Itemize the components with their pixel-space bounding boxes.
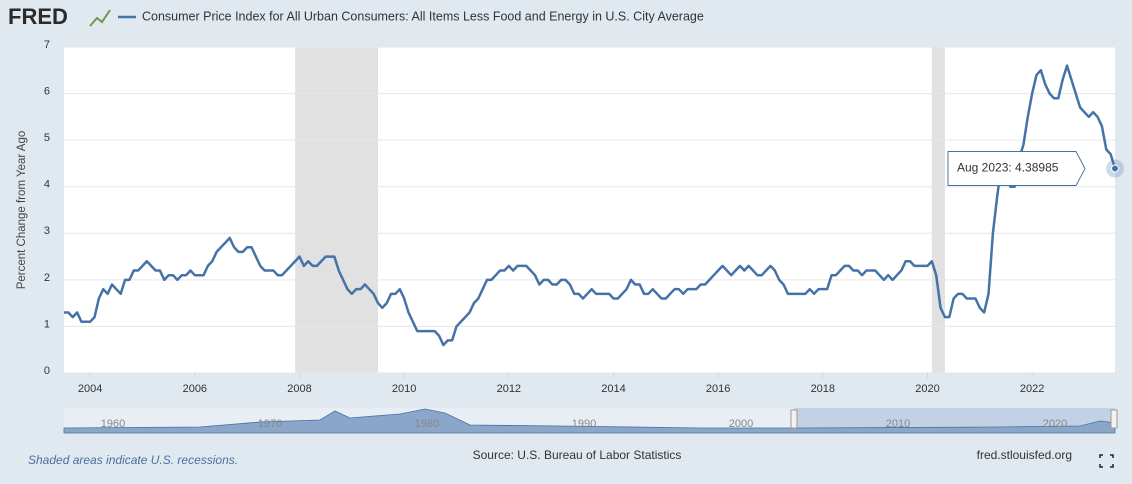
x-tick-label: 2020: [915, 383, 939, 395]
site[interactable]: fred.stlouisfed.org: [977, 448, 1072, 462]
y-tick-label: 4: [44, 179, 50, 191]
source: Source: U.S. Bureau of Labor Statistics: [473, 448, 682, 462]
navigator: [63, 408, 1118, 434]
navigator-label: 2010: [886, 418, 910, 430]
tooltip-text: Aug 2023: 4.38985: [957, 161, 1059, 175]
y-axis-label: Percent Change from Year Ago: [16, 131, 28, 290]
y-tick-label: 1: [44, 318, 50, 330]
x-tick-label: 2016: [706, 383, 730, 395]
recession-band: [931, 47, 945, 373]
y-tick-label: 6: [44, 85, 50, 97]
navigator-label: 2000: [729, 418, 753, 430]
fred-logo[interactable]: FRED: [8, 4, 68, 29]
plot-area: [64, 47, 1115, 373]
x-tick-label: 2006: [183, 383, 207, 395]
navigator-label: 1960: [101, 418, 125, 430]
y-tick-label: 2: [44, 272, 50, 284]
x-tick-label: 2022: [1020, 383, 1044, 395]
recession-band: [295, 47, 378, 373]
tooltip-box: [947, 151, 1086, 187]
y-tick-label: 5: [44, 132, 50, 144]
navigator-label: 1990: [572, 418, 596, 430]
legend-label: Consumer Price Index for All Urban Consu…: [142, 9, 704, 23]
navigator-handle[interactable]: [1110, 409, 1118, 429]
navigator-label: 1980: [415, 418, 439, 430]
y-tick-label: 3: [44, 225, 50, 237]
logo-icon: [89, 9, 111, 27]
x-tick-label: 2014: [601, 383, 625, 395]
navigator-handle[interactable]: [790, 409, 798, 429]
x-tick-label: 2012: [497, 383, 521, 395]
hover-marker: [1111, 164, 1119, 173]
navigator-label: 1970: [258, 418, 282, 430]
navigator-label: 2020: [1043, 418, 1067, 430]
x-tick-label: 2008: [287, 383, 311, 395]
x-tick-label: 2010: [392, 383, 416, 395]
y-tick-label: 7: [44, 39, 50, 51]
fullscreen-icon[interactable]: [1099, 454, 1114, 468]
x-tick-label: 2004: [78, 383, 102, 395]
recession-note: Shaded areas indicate U.S. recessions.: [28, 453, 238, 467]
series-line: [64, 64, 1117, 347]
x-tick-label: 2018: [811, 383, 835, 395]
y-tick-label: 0: [44, 365, 50, 377]
